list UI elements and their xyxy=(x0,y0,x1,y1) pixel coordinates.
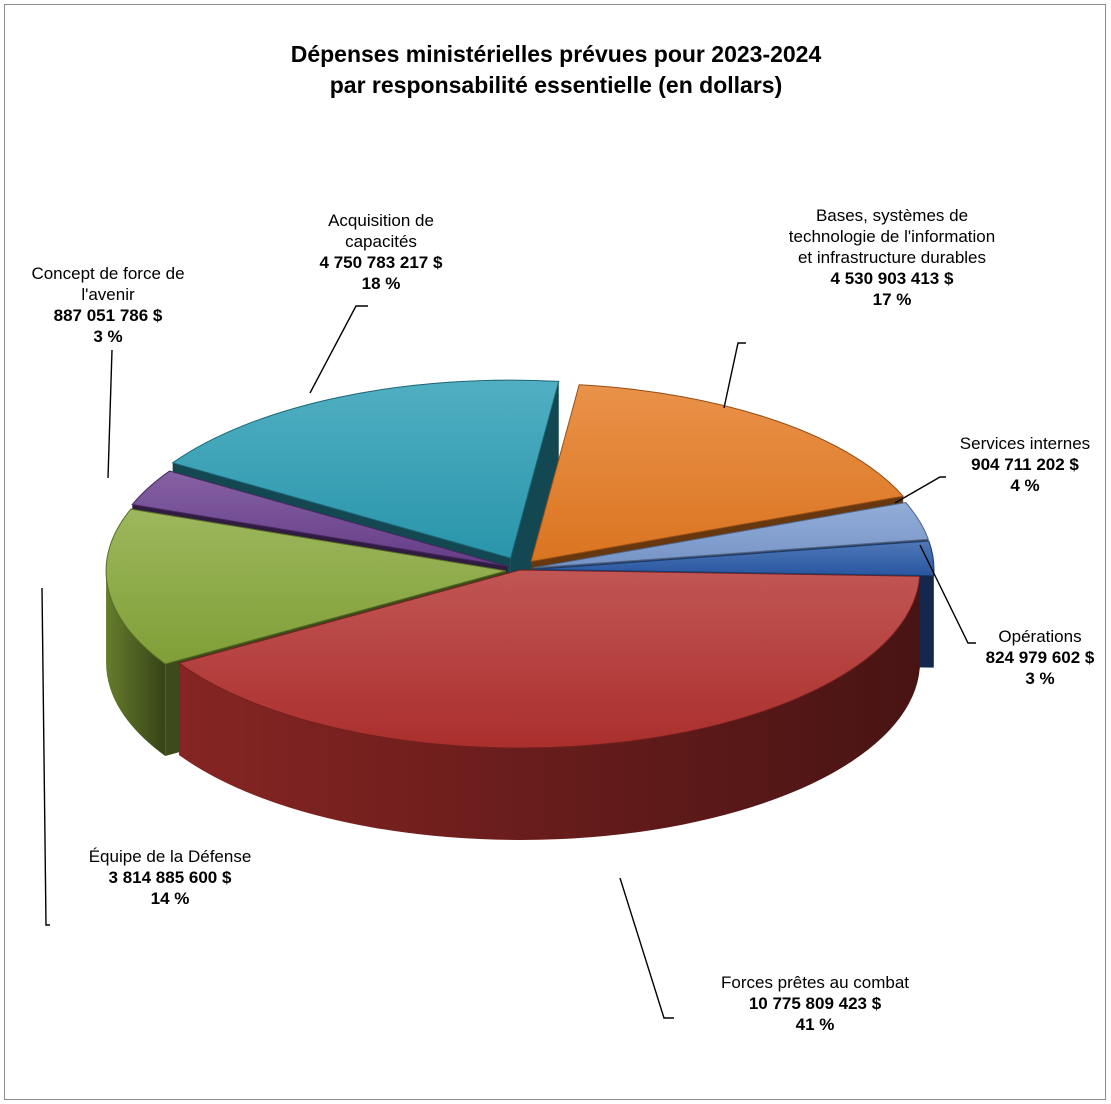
slice-label: Forces prêtes au combat 10 775 809 423 $ 4… xyxy=(721,973,909,1034)
slice-1 xyxy=(177,569,921,749)
slice-outer-wall xyxy=(106,570,166,756)
slice-label: Concept de force de l'avenir 887 051 786 $… xyxy=(31,264,184,346)
slice-labels: Forces prêtes au combat 10 775 809 423 $ 4… xyxy=(31,206,1094,1034)
slice-label-name: Équipe de la Défense xyxy=(89,847,252,866)
slice-label: Services internes 904 711 202 $ 4 % xyxy=(960,434,1090,495)
slice-label: Équipe de la Défense 3 814 885 600 $ 14 % xyxy=(89,847,252,908)
slice-6 xyxy=(533,501,930,569)
leader-line xyxy=(41,587,50,926)
slice-label-amount: 887 051 786 $ xyxy=(54,306,163,325)
slice-label-percent: 4 % xyxy=(1010,476,1039,495)
slice-tops xyxy=(105,379,935,749)
slice-label-name: l'avenir xyxy=(81,285,135,304)
slice-label-percent: 3 % xyxy=(93,327,122,346)
leader-line xyxy=(309,305,368,394)
leader-line xyxy=(619,877,674,1019)
chart-title-line-2: par responsabilité essentielle (en dolla… xyxy=(329,72,783,98)
slice-4 xyxy=(171,379,560,559)
slice-label-name: Acquisition de xyxy=(328,211,434,230)
chart-title: Dépenses ministérielles prévues pour 202… xyxy=(5,39,1107,101)
leader-line xyxy=(894,476,946,504)
slice-label-percent: 3 % xyxy=(1025,669,1054,688)
slice-label: Acquisition de capacités 4 750 783 217 $ 18… xyxy=(320,211,443,293)
slice-outer-wall xyxy=(179,576,920,840)
slice-label-name: technologie de l'information xyxy=(789,227,995,246)
slice-label-amount: 3 814 885 600 $ xyxy=(109,868,232,887)
leader-lines xyxy=(41,305,976,1019)
slice-label-name: Forces prêtes au combat xyxy=(721,973,909,992)
slice-label-name: Bases, systèmes de xyxy=(816,206,968,225)
slice-label-percent: 41 % xyxy=(796,1015,835,1034)
leader-line xyxy=(919,544,976,644)
slice-label-amount: 4 750 783 217 $ xyxy=(320,253,443,272)
leader-line xyxy=(107,349,113,479)
slice-label-percent: 17 % xyxy=(873,290,912,309)
slice-label-amount: 4 530 903 413 $ xyxy=(831,269,954,288)
slice-label-percent: 14 % xyxy=(151,889,190,908)
slice-label-name: Services internes xyxy=(960,434,1090,453)
slice-label-amount: 10 775 809 423 $ xyxy=(749,994,882,1013)
leader-line xyxy=(723,342,746,409)
slice-5 xyxy=(530,384,905,563)
slice-label: Opérations 824 979 602 $ 3 % xyxy=(986,627,1095,688)
slice-label-name: Opérations xyxy=(998,627,1081,646)
slice-label-name: capacités xyxy=(345,232,417,251)
slice-7 xyxy=(533,540,935,577)
slice-label-amount: 824 979 602 $ xyxy=(986,648,1095,667)
slice-label-percent: 18 % xyxy=(362,274,401,293)
chart-title-line-1: Dépenses ministérielles prévues pour 202… xyxy=(290,41,822,67)
slice-label-name: Concept de force de xyxy=(31,264,184,283)
slice-2 xyxy=(105,508,507,665)
slice-label-name: et infrastructure durables xyxy=(798,248,986,267)
slice-label: Bases, systèmes de technologie de l'infor… xyxy=(789,206,995,309)
slice-3 xyxy=(131,470,508,567)
slice-label-amount: 904 711 202 $ xyxy=(971,455,1079,474)
